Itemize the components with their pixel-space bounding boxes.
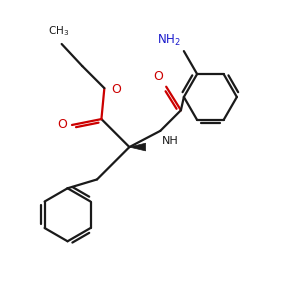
Text: NH$_2$: NH$_2$ (157, 33, 181, 48)
Text: NH: NH (162, 136, 178, 146)
Text: O: O (153, 70, 163, 83)
Text: O: O (111, 83, 121, 96)
Text: O: O (57, 118, 67, 131)
Polygon shape (129, 143, 146, 151)
Text: CH$_3$: CH$_3$ (48, 24, 69, 38)
